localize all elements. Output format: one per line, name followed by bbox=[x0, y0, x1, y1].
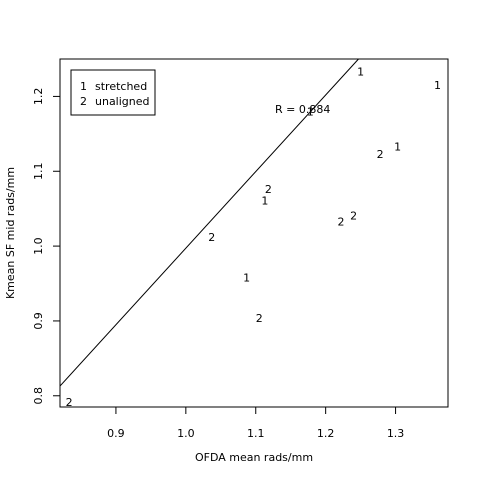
data-point: 1 bbox=[394, 141, 401, 154]
x-tick-label: 1.1 bbox=[247, 427, 265, 440]
x-tick-label: 1.2 bbox=[317, 427, 335, 440]
y-tick-label: 1.0 bbox=[32, 237, 45, 255]
y-axis-title: Kmean SF mid rads/mm bbox=[4, 167, 17, 299]
data-point: 1 bbox=[261, 194, 268, 207]
plot-frame bbox=[59, 58, 449, 408]
y-axis-ticks: 0.8 0.9 1.0 1.1 1.2 bbox=[32, 88, 60, 405]
data-point: 2 bbox=[66, 396, 73, 409]
fit-line bbox=[59, 58, 359, 387]
y-tick-label: 1.1 bbox=[32, 163, 45, 181]
data-point: 2 bbox=[350, 209, 357, 222]
data-point: 2 bbox=[208, 231, 215, 244]
data-point: 1 bbox=[307, 105, 314, 118]
legend-label-stretched: stretched bbox=[95, 80, 147, 93]
data-point: 2 bbox=[338, 215, 345, 228]
data-point: 2 bbox=[377, 148, 384, 161]
x-tick-label: 0.9 bbox=[107, 427, 125, 440]
legend-symbol-stretched: 1 bbox=[80, 80, 87, 93]
data-point: 2 bbox=[256, 312, 263, 325]
data-point: 1 bbox=[434, 79, 441, 92]
legend-symbol-unaligned: 2 bbox=[80, 95, 87, 108]
legend-label-unaligned: unaligned bbox=[95, 95, 150, 108]
y-tick-label: 1.2 bbox=[32, 88, 45, 106]
x-tick-label: 1.0 bbox=[177, 427, 195, 440]
legend-box bbox=[70, 69, 156, 116]
legend: 1 stretched 2 unaligned bbox=[70, 69, 156, 116]
y-tick-label: 0.8 bbox=[32, 387, 45, 405]
correlation-annotation: R = 0.884 bbox=[275, 103, 330, 116]
y-tick-label: 0.9 bbox=[32, 312, 45, 330]
data-point: 2 bbox=[265, 183, 272, 196]
x-axis-ticks: 0.9 1.0 1.1 1.2 1.3 bbox=[107, 407, 404, 440]
x-axis-title: OFDA mean rads/mm bbox=[195, 451, 313, 464]
data-point: 1 bbox=[357, 66, 364, 79]
data-point: 1 bbox=[243, 272, 250, 285]
x-tick-label: 1.3 bbox=[387, 427, 405, 440]
